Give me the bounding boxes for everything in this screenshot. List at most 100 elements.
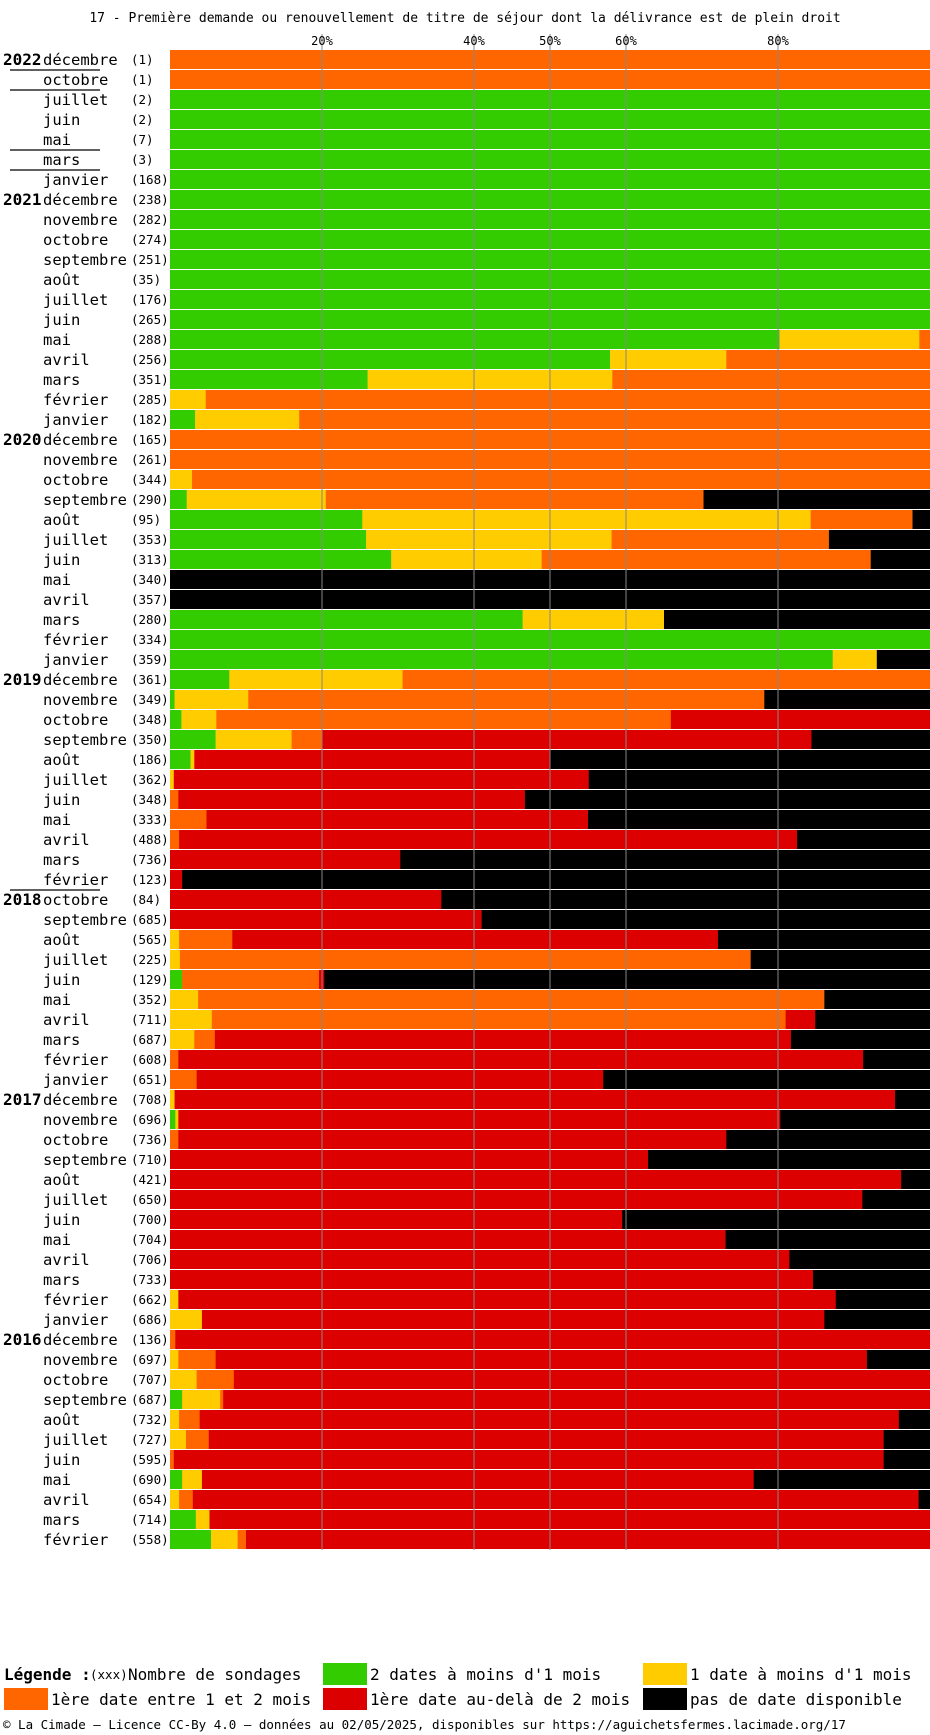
month-label: octobre	[43, 891, 108, 909]
legend-swatch-none	[643, 1688, 687, 1710]
bar-segment-first-1-2	[170, 1330, 176, 1349]
bar-segment-one-date	[195, 410, 300, 429]
x-tick-label: 40%	[463, 34, 485, 48]
bar-segment-none	[824, 990, 930, 1009]
bar-segment-first-1-2	[178, 1350, 216, 1369]
count-label: (351)	[131, 372, 169, 387]
count-label: (168)	[131, 172, 169, 187]
count-label: (2)	[131, 112, 154, 127]
month-label: octobre	[43, 1371, 108, 1389]
bar-segment-one-date	[170, 1010, 213, 1029]
bar-segment-none	[918, 1490, 930, 1509]
bar-segment-first-1-2	[170, 830, 180, 849]
chart-title: 17 - Première demande ou renouvellement …	[89, 11, 841, 26]
month-label: juin	[43, 111, 80, 129]
x-ticks-layer: 20% 40% 50% 60% 80%	[311, 34, 789, 48]
bar-segment-none	[835, 1290, 930, 1309]
month-label: juin	[43, 1211, 80, 1229]
month-label: novembre	[43, 1351, 118, 1369]
bar-segment-first-over-2	[173, 1450, 884, 1469]
count-label: (711)	[131, 1012, 169, 1027]
month-label: novembre	[43, 691, 118, 709]
month-label: mai	[43, 331, 71, 349]
count-label: (696)	[131, 1112, 169, 1127]
count-label: (225)	[131, 952, 169, 967]
month-label: juillet	[43, 1431, 108, 1449]
bar-segment-two-dates	[170, 330, 780, 349]
bar-segment-first-over-2	[214, 1030, 792, 1049]
bar-segment-two-dates	[170, 490, 188, 509]
month-label: décembre	[43, 1091, 118, 1109]
count-label: (3)	[131, 152, 154, 167]
count-label: (361)	[131, 672, 169, 687]
count-label: (732)	[131, 1412, 169, 1427]
count-label: (265)	[131, 312, 169, 327]
month-label: septembre	[43, 491, 127, 509]
legend-count-text: Nombre de sondages	[128, 1665, 302, 1684]
month-label: mars	[43, 611, 80, 629]
count-label: (333)	[131, 812, 169, 827]
month-label: janvier	[43, 171, 108, 189]
month-label: janvier	[43, 1071, 108, 1089]
footer-credits: © La Cimade – Licence CC-By 4.0 – donnée…	[3, 1717, 846, 1732]
bar-segment-two-dates	[170, 750, 191, 769]
bar-segment-none	[866, 1350, 930, 1369]
count-label: (274)	[131, 232, 169, 247]
bar-segment-none	[750, 950, 930, 969]
bar-segment-none	[726, 1130, 930, 1149]
bar-segment-none	[717, 930, 930, 949]
labels-layer: 2022 décembre (1)octobre (1)juillet (2)juin(…	[3, 50, 169, 1549]
bar-segment-first-over-2	[178, 1110, 781, 1129]
bar-segment-two-dates	[170, 970, 183, 989]
month-label: octobre	[43, 1131, 108, 1149]
bar-segment-none	[863, 1050, 930, 1069]
count-label: (662)	[131, 1292, 169, 1307]
count-label: (736)	[131, 1132, 169, 1147]
bar-segment-none	[753, 1470, 930, 1489]
bar-segment-first-1-2	[612, 370, 930, 389]
bar-segment-first-over-2	[223, 1390, 930, 1409]
month-label: mars	[43, 1271, 80, 1289]
bar-segment-two-dates	[170, 530, 367, 549]
count-label: (700)	[131, 1212, 169, 1227]
month-label: mars	[43, 151, 80, 169]
count-label: (182)	[131, 412, 169, 427]
count-label: (650)	[131, 1192, 169, 1207]
bar-segment-none	[550, 750, 930, 769]
bar-segment-none	[790, 1030, 930, 1049]
month-label: novembre	[43, 451, 118, 469]
month-label: juin	[43, 1451, 80, 1469]
count-label: (1)	[131, 72, 154, 87]
bar-segment-first-1-2	[170, 1450, 175, 1469]
count-label: (357)	[131, 592, 169, 607]
bar-segment-first-over-2	[208, 1430, 884, 1449]
bar-segment-first-over-2	[206, 810, 589, 829]
count-label: (334)	[131, 632, 169, 647]
bar-segment-none	[481, 910, 930, 929]
bar-segment-two-dates	[170, 550, 392, 569]
bar-segment-two-dates	[170, 1470, 183, 1489]
x-tick-label: 20%	[311, 34, 333, 48]
bar-segment-none	[764, 690, 930, 709]
bar-segment-none	[901, 1170, 930, 1189]
bar-segment-none	[524, 790, 930, 809]
bar-segment-first-1-2	[237, 1530, 247, 1549]
bar-segment-first-over-2	[215, 1350, 868, 1369]
bar-segment-none	[870, 550, 930, 569]
legend-row-2: 1ère date entre 1 et 2 mois 1ère date au…	[0, 1688, 930, 1712]
month-label: février	[43, 1051, 108, 1069]
month-label: septembre	[43, 251, 127, 269]
count-label: (710)	[131, 1152, 169, 1167]
count-label: (313)	[131, 552, 169, 567]
bar-segment-one-date	[832, 650, 878, 669]
bars-layer	[170, 50, 930, 1549]
bar-segment-first-1-2	[182, 970, 320, 989]
bar-segment-two-dates	[170, 1110, 176, 1129]
count-label: (95)	[131, 512, 161, 527]
year-label: 2017	[3, 1090, 42, 1109]
bar-segment-first-over-2	[170, 1230, 726, 1249]
month-label: juillet	[43, 1191, 108, 1209]
legend-swatch-first-over-2	[323, 1688, 367, 1710]
bar-segment-none	[912, 510, 930, 529]
year-label: 2022	[3, 50, 42, 69]
